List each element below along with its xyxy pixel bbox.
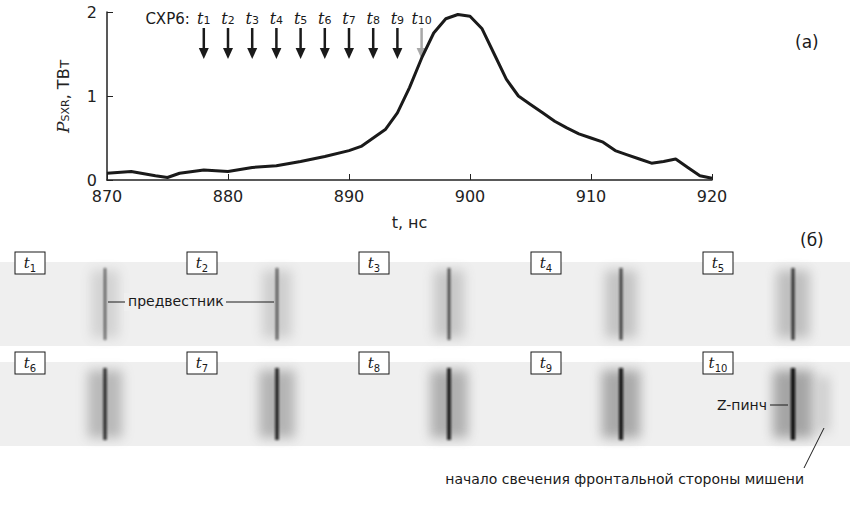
svg-text:t6: t6 <box>24 354 36 374</box>
svg-text:СХР6:: СХР6: <box>145 10 189 28</box>
svg-text:1: 1 <box>87 87 97 106</box>
svg-text:2: 2 <box>87 3 97 22</box>
svg-text:t, нс: t, нс <box>392 213 428 232</box>
svg-text:t8: t8 <box>368 354 380 374</box>
svg-text:900: 900 <box>455 187 486 206</box>
svg-text:t: t <box>390 8 398 28</box>
svg-text:SXR: SXR <box>59 99 72 122</box>
svg-text:8: 8 <box>373 14 380 27</box>
svg-text:10: 10 <box>418 14 432 27</box>
svg-text:t: t <box>411 8 418 28</box>
svg-text:910: 910 <box>576 187 607 206</box>
svg-text:t4: t4 <box>540 254 552 274</box>
svg-text:(а): (а) <box>795 32 819 52</box>
svg-text:t: t <box>366 8 373 28</box>
svg-text:4: 4 <box>276 14 283 27</box>
svg-text:предвестник: предвестник <box>128 293 224 309</box>
svg-text:3: 3 <box>252 14 259 27</box>
svg-text:890: 890 <box>334 187 365 206</box>
svg-text:t3: t3 <box>368 254 380 274</box>
svg-text:t: t <box>318 8 325 28</box>
svg-text:880: 880 <box>213 187 244 206</box>
svg-text:Z-пинч: Z-пинч <box>717 397 767 413</box>
svg-text:t7: t7 <box>196 354 208 374</box>
svg-text:6: 6 <box>325 14 332 27</box>
svg-text:, ТВт: , ТВт <box>54 59 73 99</box>
svg-text:t10: t10 <box>709 354 728 374</box>
svg-text:t: t <box>342 8 349 28</box>
svg-text:(б): (б) <box>800 230 824 250</box>
svg-text:t9: t9 <box>540 354 552 374</box>
svg-text:t: t <box>293 8 301 28</box>
svg-text:920: 920 <box>697 187 728 206</box>
svg-text:P: P <box>53 121 73 134</box>
svg-text:9: 9 <box>397 14 404 27</box>
svg-text:7: 7 <box>349 14 356 27</box>
svg-text:начало свечения фронтальной ст: начало свечения фронтальной стороны мише… <box>445 471 804 487</box>
svg-text:2: 2 <box>228 14 235 27</box>
svg-text:1: 1 <box>204 14 211 27</box>
svg-text:t5: t5 <box>712 254 724 274</box>
svg-text:870: 870 <box>92 187 123 206</box>
svg-text:0: 0 <box>86 170 97 190</box>
svg-text:t: t <box>197 8 204 28</box>
svg-text:t: t <box>221 8 228 28</box>
svg-text:t2: t2 <box>196 254 208 274</box>
svg-text:t1: t1 <box>24 254 36 274</box>
svg-text:t: t <box>245 8 252 28</box>
svg-text:5: 5 <box>300 14 307 27</box>
svg-text:t: t <box>269 8 277 28</box>
